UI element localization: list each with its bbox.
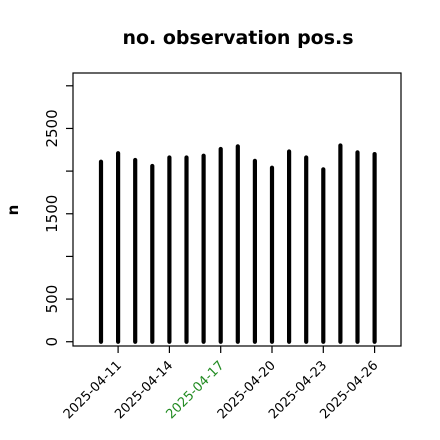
y-axis: 0 500 1500 2500 xyxy=(43,85,73,347)
x-axis: 2025-04-112025-04-142025-04-172025-04-20… xyxy=(61,346,381,422)
y-tick-label: 500 xyxy=(43,285,61,314)
plot-frame xyxy=(72,72,402,347)
y-tick-label: 2500 xyxy=(43,109,61,147)
y-tick-label: 0 xyxy=(43,337,61,347)
chart-title: no. observation pos.s xyxy=(122,27,353,49)
y-axis-label: n xyxy=(4,205,22,216)
y-tick-label: 1500 xyxy=(43,195,61,233)
bars-group xyxy=(98,143,377,344)
